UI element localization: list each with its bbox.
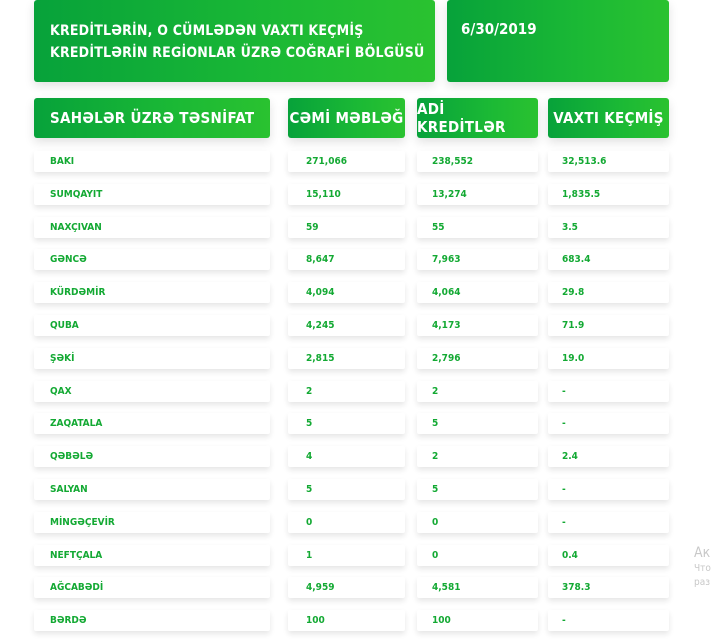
regular-loans-cell: 5 xyxy=(417,413,538,435)
overdue-loans-cell: 3.5 xyxy=(548,216,669,238)
regular-loans-cell: 55 xyxy=(417,216,538,238)
table-row: ZAQATALA 5 5- xyxy=(0,409,718,442)
overdue-loans-cell: 2.4 xyxy=(548,446,669,468)
table-row: SUMQAYIT 15,110 13,274 1,835.5 xyxy=(0,180,718,213)
column-header-label: SAHƏLƏR ÜZRƏ TƏSNİFAT xyxy=(50,109,255,127)
table-row: QƏBƏLƏ 4 2 2.4 xyxy=(0,442,718,475)
column-header-classification: SAHƏLƏR ÜZRƏ TƏSNİFAT xyxy=(34,98,270,138)
regular-loans-cell: 2,796 xyxy=(417,347,538,369)
overdue-loans-cell: 71.9 xyxy=(548,314,669,336)
table-row: QUBA 4,245 4,173 71.9 xyxy=(0,311,718,344)
report-date-card: 6/30/2019 xyxy=(447,0,669,82)
region-name-cell: ZAQATALA xyxy=(34,413,270,435)
total-amount-cell: 8,647 xyxy=(288,249,405,271)
regular-loans-cell: 238,552 xyxy=(417,151,538,172)
overdue-loans-cell: - xyxy=(548,478,669,500)
region-name-cell: AĞCABƏDİ xyxy=(34,577,270,599)
regular-loans-cell: 13,274 xyxy=(417,183,538,205)
watermark-line: Что xyxy=(694,563,711,574)
overdue-loans-cell: 19.0 xyxy=(548,347,669,369)
overdue-loans-cell: 32,513.6 xyxy=(548,151,669,172)
overdue-loans-cell: 378.3 xyxy=(548,577,669,599)
overdue-loans-cell: 683.4 xyxy=(548,249,669,271)
region-name-cell: NEFTÇALA xyxy=(34,544,270,566)
regular-loans-cell: 4,064 xyxy=(417,282,538,304)
total-amount-cell: 1 xyxy=(288,544,405,566)
total-amount-cell: 2,815 xyxy=(288,347,405,369)
regular-loans-cell: 2 xyxy=(417,446,538,468)
column-header-overdue: VAXTI KEÇMİŞ xyxy=(548,98,669,138)
regular-loans-cell: 4,173 xyxy=(417,314,538,336)
overdue-loans-cell: - xyxy=(548,380,669,402)
column-header-label: ADİ KREDİTLƏR xyxy=(417,100,506,136)
region-name-cell: BAKI xyxy=(34,151,270,172)
total-amount-cell: 59 xyxy=(288,216,405,238)
table-row: MİNGƏÇEVİR 0 0- xyxy=(0,508,718,541)
overdue-loans-cell: 1,835.5 xyxy=(548,183,669,205)
column-header-regular-loans: ADİ KREDİTLƏR xyxy=(417,98,538,138)
regular-loans-cell: 5 xyxy=(417,478,538,500)
table-row: NAXÇIVAN 59 55 3.5 xyxy=(0,213,718,246)
region-name-cell: BƏRDƏ xyxy=(34,610,270,632)
table-row: ŞƏKİ 2,815 2,796 19.0 xyxy=(0,344,718,377)
table-row: KÜRDƏMİR 4,094 4,064 29.8 xyxy=(0,278,718,311)
region-name-cell: GƏNCƏ xyxy=(34,249,270,271)
table-row: NEFTÇALA 1 0 0.4 xyxy=(0,541,718,574)
column-header-label: CƏMİ MƏBLƏĞ xyxy=(289,109,404,127)
region-name-cell: QUBA xyxy=(34,314,270,336)
regular-loans-cell: 2 xyxy=(417,380,538,402)
windows-activation-watermark: Ак Что раз xyxy=(694,544,711,590)
overdue-loans-cell: - xyxy=(548,511,669,533)
total-amount-cell: 2 xyxy=(288,380,405,402)
region-name-cell: SALYAN xyxy=(34,478,270,500)
region-table-body: BAKI 271,066 238,552 32,513.6 SUMQAYIT 15,110… xyxy=(0,147,718,639)
table-row: SALYAN 5 5- xyxy=(0,475,718,508)
region-name-cell: KÜRDƏMİR xyxy=(34,282,270,304)
overdue-loans-cell: 0.4 xyxy=(548,544,669,566)
overdue-loans-cell: - xyxy=(548,413,669,435)
watermark-line: раз xyxy=(694,577,711,588)
region-name-cell: ŞƏKİ xyxy=(34,347,270,369)
total-amount-cell: 5 xyxy=(288,413,405,435)
column-header-label: VAXTI KEÇMİŞ xyxy=(553,109,664,127)
total-amount-cell: 4 xyxy=(288,446,405,468)
region-name-cell: QƏBƏLƏ xyxy=(34,446,270,468)
table-row: AĞCABƏDİ 4,959 4,581 378.3 xyxy=(0,573,718,606)
regular-loans-cell: 4,581 xyxy=(417,577,538,599)
total-amount-cell: 4,959 xyxy=(288,577,405,599)
table-row: BAKI 271,066 238,552 32,513.6 xyxy=(0,147,718,180)
total-amount-cell: 0 xyxy=(288,511,405,533)
regular-loans-cell: 100 xyxy=(417,610,538,632)
report-title-card: KREDİTLƏRİN, O CÜMLƏDƏN VAXTI KEÇMİŞ KRE… xyxy=(34,0,435,82)
total-amount-cell: 100 xyxy=(288,610,405,632)
overdue-loans-cell: - xyxy=(548,610,669,632)
report-title: KREDİTLƏRİN, O CÜMLƏDƏN VAXTI KEÇMİŞ KRE… xyxy=(50,23,425,61)
total-amount-cell: 4,245 xyxy=(288,314,405,336)
region-name-cell: QAX xyxy=(34,380,270,402)
regular-loans-cell: 7,963 xyxy=(417,249,538,271)
regular-loans-cell: 0 xyxy=(417,511,538,533)
regular-loans-cell: 0 xyxy=(417,544,538,566)
region-name-cell: NAXÇIVAN xyxy=(34,216,270,238)
table-row: QAX 2 2- xyxy=(0,377,718,410)
column-header-total-amount: CƏMİ MƏBLƏĞ xyxy=(288,98,405,138)
report-date: 6/30/2019 xyxy=(461,20,537,38)
total-amount-cell: 5 xyxy=(288,478,405,500)
region-name-cell: SUMQAYIT xyxy=(34,183,270,205)
watermark-line: Ак xyxy=(694,545,711,561)
table-row: BƏRDƏ 100 100- xyxy=(0,606,718,639)
overdue-loans-cell: 29.8 xyxy=(548,282,669,304)
total-amount-cell: 4,094 xyxy=(288,282,405,304)
table-row: GƏNCƏ 8,647 7,963 683.4 xyxy=(0,245,718,278)
total-amount-cell: 15,110 xyxy=(288,183,405,205)
region-name-cell: MİNGƏÇEVİR xyxy=(34,511,270,533)
total-amount-cell: 271,066 xyxy=(288,151,405,172)
